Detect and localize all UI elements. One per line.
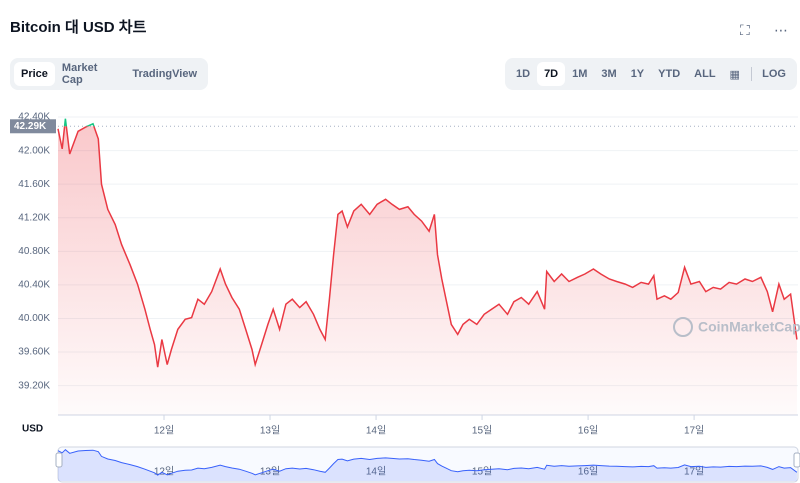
y-tick-label: 41.60K [18, 179, 50, 190]
watermark-logo [673, 317, 693, 337]
area [58, 126, 797, 415]
tab-button[interactable]: TradingView [132, 68, 197, 80]
calendar-button[interactable]: ▦ [729, 68, 740, 81]
tab-button[interactable]: Market Cap [61, 62, 98, 86]
navigator-tick-label: 16일 [578, 466, 598, 478]
y-tick-label: 40.80K [18, 246, 50, 257]
x-tick-label: 17일 [684, 425, 704, 437]
x-tick-label: 12일 [154, 425, 174, 437]
fullscreen-icon[interactable]: ⛶ [740, 22, 750, 38]
range-button[interactable]: YTD [658, 68, 681, 80]
navigator-handle[interactable] [793, 452, 800, 468]
y-tick-label: 40.00K [18, 313, 50, 324]
reference-label-box [10, 119, 56, 134]
navigator-area [58, 449, 797, 481]
tab-group: Price Market Cap TradingView [10, 58, 208, 90]
y-tick-label: 39.20K [18, 380, 50, 391]
log-button[interactable]: LOG [762, 68, 786, 80]
tab-button[interactable]: Price [14, 62, 55, 86]
y-tick-label: 40.40K [18, 280, 50, 291]
y-tick-label: 42.40K [18, 112, 50, 123]
x-tick-label: 15일 [472, 425, 492, 437]
y-tick-label: 39.60K [18, 347, 50, 358]
navigator-handle[interactable] [55, 452, 63, 468]
navigator-tick-label: 13일 [260, 466, 280, 478]
range-button[interactable]: 3M [601, 68, 617, 80]
range-button[interactable]: ALL [694, 68, 716, 80]
more-icon[interactable]: ⋯ [774, 22, 788, 38]
navigator-tick-label: 14일 [366, 466, 386, 478]
watermark: CoinMarketCap [698, 319, 800, 335]
range-button[interactable]: 1D [516, 68, 531, 80]
range-button[interactable]: 1Y [630, 68, 645, 80]
reference-label: 42.29K [14, 121, 47, 132]
navigator-tick-label: 15일 [472, 466, 492, 478]
y-tick-label: 41.20K [18, 212, 50, 223]
price-line [57, 126, 798, 368]
x-tick-label: 16일 [578, 425, 598, 437]
range-button[interactable]: 1M [572, 68, 588, 80]
chart-title: Bitcoin 대 USD 차트 [10, 19, 147, 36]
navigator-tick-label: 17일 [684, 466, 704, 478]
y-tick-label: 42.00K [18, 145, 50, 156]
range-button[interactable]: 7D [537, 62, 566, 86]
y-axis-label: USD [22, 424, 43, 435]
navigator-line [57, 449, 798, 476]
x-tick-label: 13일 [260, 425, 280, 437]
x-tick-label: 14일 [366, 425, 386, 437]
range-group: 1D 7D 1M 3M 1Y YTD ALL ▦ LOG [505, 58, 797, 90]
